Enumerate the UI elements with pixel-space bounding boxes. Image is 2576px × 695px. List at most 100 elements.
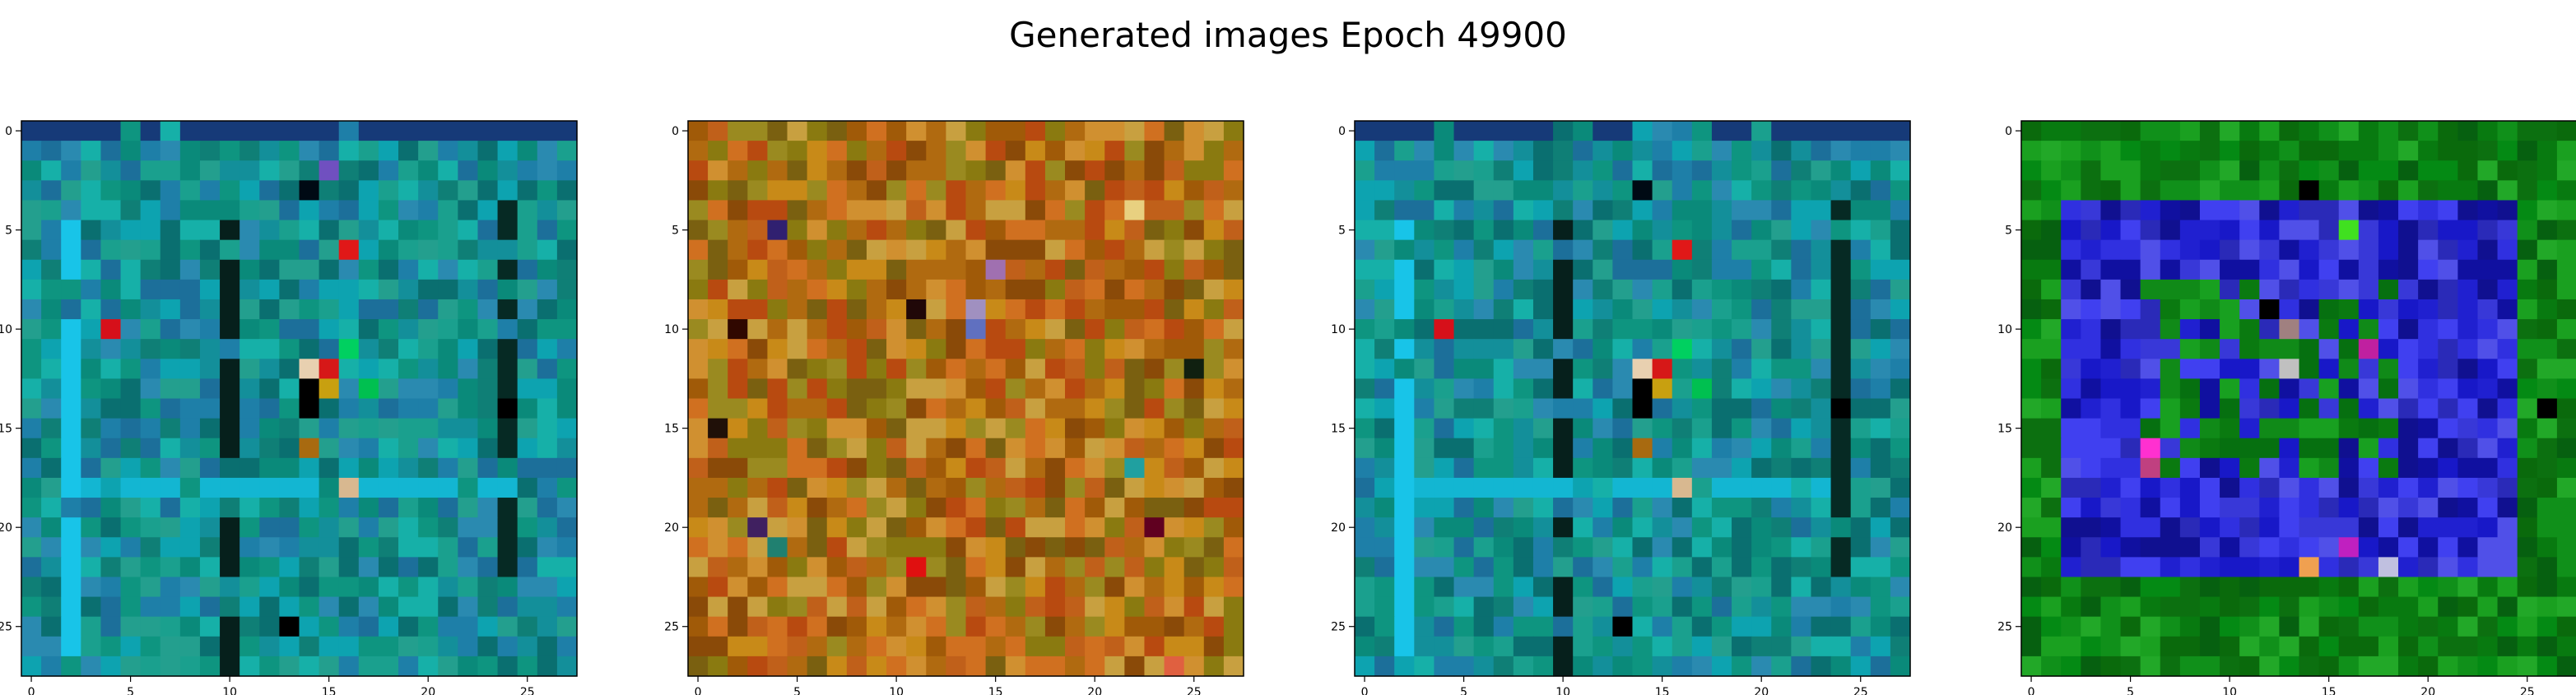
pixel-cell <box>1612 517 1634 538</box>
pixel-cell <box>319 180 340 202</box>
pixel-cell <box>2378 636 2399 657</box>
pixel-cell <box>1811 517 1832 538</box>
pixel-cell <box>1553 239 1574 261</box>
pixel-cell <box>2556 239 2576 261</box>
pixel-cell <box>2140 160 2161 181</box>
pixel-cell <box>1612 279 1634 300</box>
pixel-cell <box>21 398 42 419</box>
pixel-cell <box>2378 557 2399 578</box>
pixel-cell <box>239 359 260 379</box>
pixel-cell <box>1104 477 1125 498</box>
pixel-cell <box>1005 477 1026 498</box>
pixel-cell <box>1691 596 1713 618</box>
pixel-cell <box>1025 636 1046 657</box>
pixel-cell <box>906 339 927 359</box>
pixel-cell <box>2457 438 2479 459</box>
pixel-cell <box>1732 200 1752 221</box>
pixel-cell <box>1473 359 1495 379</box>
pixel-cell <box>279 438 300 459</box>
pixel-cell <box>338 498 360 518</box>
pixel-cell <box>2140 537 2161 558</box>
pixel-cell <box>458 616 479 637</box>
pixel-cell <box>1573 359 1593 379</box>
pixel-cell <box>279 616 300 637</box>
pixel-cell <box>1811 418 1832 439</box>
pixel-cell <box>338 577 360 598</box>
pixel-cell <box>2318 378 2340 400</box>
pixel-cell <box>61 398 81 419</box>
pixel-cell <box>1771 537 1792 558</box>
pixel-cell <box>299 596 320 618</box>
pixel-cell <box>1593 537 1613 558</box>
pixel-cell <box>2199 537 2220 558</box>
pixel-cell <box>1573 398 1593 419</box>
pixel-cell <box>61 378 81 400</box>
y-tick-label: 0 <box>2005 125 2012 138</box>
pixel-cell <box>2179 477 2201 498</box>
pixel-cell <box>2100 557 2122 578</box>
pixel-cell <box>41 636 62 657</box>
pixel-cell <box>477 477 499 498</box>
pixel-cell <box>2239 141 2260 161</box>
pixel-cell <box>1434 141 1455 161</box>
pixel-cell <box>2536 141 2558 161</box>
pixel-cell <box>2398 656 2419 677</box>
pixel-cell <box>497 299 518 320</box>
pixel-cell <box>1791 299 1812 320</box>
pixel-cell <box>866 457 887 479</box>
pixel-cell <box>1223 577 1244 598</box>
pixel-cell <box>1473 596 1495 618</box>
pixel-cell <box>1025 160 1046 181</box>
pixel-cell <box>985 616 1007 637</box>
pixel-cell <box>2477 498 2499 518</box>
pixel-cell <box>2239 438 2260 459</box>
pixel-cell <box>378 299 399 320</box>
pixel-cell <box>2259 656 2280 677</box>
pixel-cell <box>1394 239 1415 261</box>
pixel-cell <box>747 299 769 320</box>
pixel-cell <box>438 616 458 637</box>
pixel-cell <box>946 359 967 379</box>
pixel-cell <box>1124 537 1146 558</box>
pixel-cell <box>1453 279 1475 300</box>
pixel-cell <box>906 180 927 202</box>
pixel-cell <box>2477 656 2499 677</box>
pixel-cell <box>2061 319 2081 340</box>
pixel-cell <box>1632 160 1653 181</box>
pixel-cell <box>2021 239 2042 261</box>
pixel-cell <box>1732 517 1752 538</box>
pixel-cell <box>1771 498 1792 518</box>
pixel-cell <box>497 121 518 141</box>
pixel-cell <box>866 656 887 677</box>
pixel-cell <box>160 200 181 221</box>
pixel-cell <box>1044 319 1066 340</box>
pixel-cell <box>688 636 709 657</box>
pixel-cell <box>1044 180 1066 202</box>
pixel-cell <box>2497 319 2518 340</box>
pixel-cell <box>1453 299 1475 320</box>
pixel-cell <box>1593 160 1613 181</box>
pixel-cell <box>279 398 300 419</box>
pixel-cell <box>477 517 499 538</box>
pixel-cell <box>2041 121 2062 141</box>
pixel-cell <box>2358 378 2379 400</box>
pixel-cell <box>2160 180 2181 202</box>
pixel-cell <box>866 220 887 241</box>
pixel-cell <box>985 398 1007 419</box>
pixel-cell <box>1183 557 1205 578</box>
pixel-cell <box>2418 457 2439 479</box>
pixel-cell <box>1394 378 1415 400</box>
pixel-cell <box>2556 180 2576 202</box>
pixel-cell <box>378 537 399 558</box>
pixel-cell <box>100 299 122 320</box>
pixel-cell <box>747 339 769 359</box>
pixel-cell <box>1223 200 1244 221</box>
pixel-cell <box>2041 498 2062 518</box>
pixel-cell <box>477 319 499 340</box>
pixel-cell <box>2338 418 2360 439</box>
pixel-cell <box>846 517 867 538</box>
pixel-cell <box>866 279 887 300</box>
pixel-cell <box>2100 160 2122 181</box>
pixel-cell <box>1553 339 1574 359</box>
pixel-cell <box>2378 438 2399 459</box>
